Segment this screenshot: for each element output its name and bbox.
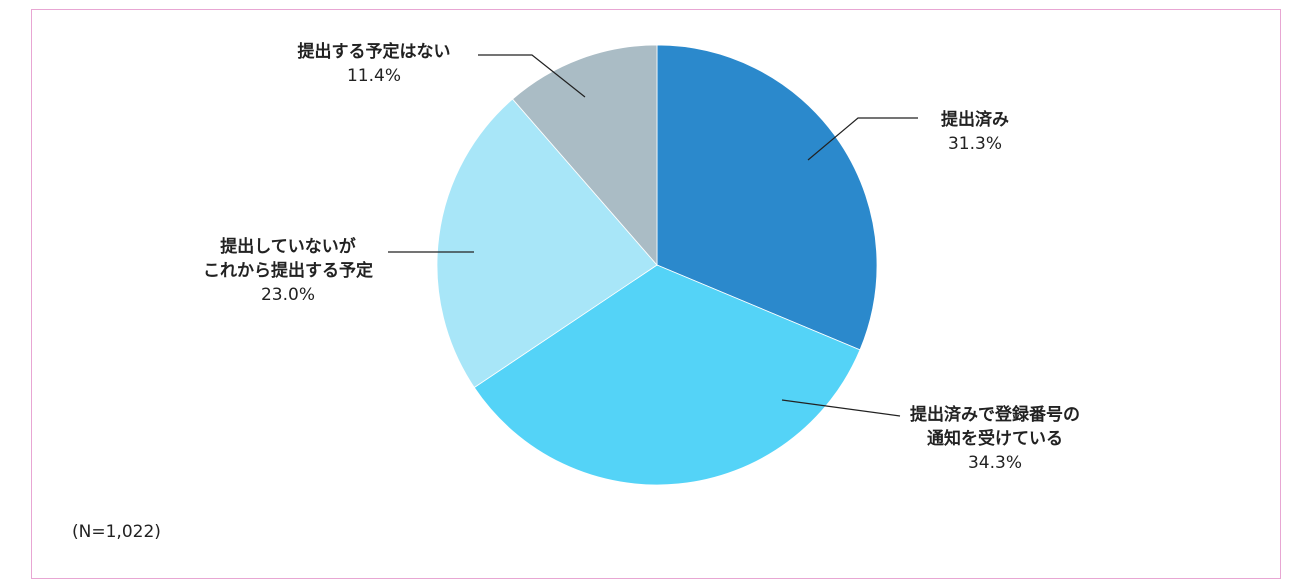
leader-lines bbox=[388, 54, 918, 417]
slice-value-label: 11.4% bbox=[347, 66, 401, 86]
slice-category-label: 提出する予定はない bbox=[298, 41, 451, 62]
pie-slice-3 bbox=[436, 98, 658, 389]
leader-line-2 bbox=[781, 399, 901, 417]
slice-value-label: 31.3% bbox=[948, 134, 1002, 154]
pie-slices bbox=[436, 44, 878, 486]
slice-category-label: 提出済み bbox=[941, 109, 1009, 130]
sample-size-note: (N=1,022) bbox=[72, 522, 161, 542]
leader-line-4 bbox=[478, 54, 586, 98]
slice-category-label: これから提出する予定 bbox=[203, 260, 373, 281]
slice-value-label: 34.3% bbox=[968, 453, 1022, 473]
slice-category-label: 通知を受けている bbox=[927, 428, 1063, 449]
pie-slice-2 bbox=[473, 264, 861, 486]
pie-slice-4 bbox=[511, 44, 658, 267]
chart-frame bbox=[31, 9, 1281, 579]
slice-category-label: 提出していないが bbox=[220, 236, 356, 257]
slice-category-label: 提出済みで登録番号の bbox=[910, 404, 1080, 425]
pie-slice-1 bbox=[656, 44, 878, 351]
slice-value-label: 23.0% bbox=[261, 285, 315, 305]
leader-line-1 bbox=[807, 117, 918, 161]
